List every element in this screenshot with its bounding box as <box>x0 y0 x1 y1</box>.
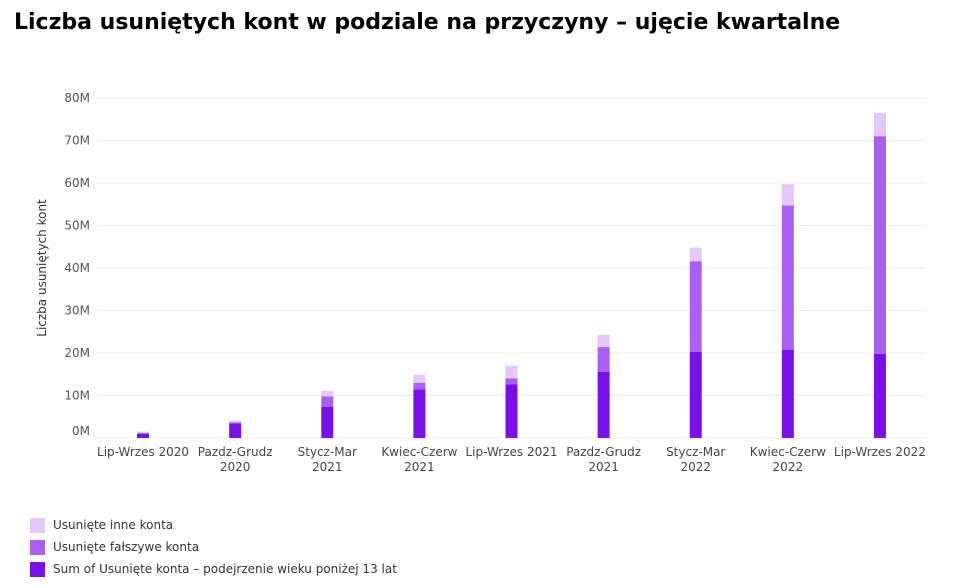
bar-segment[interactable] <box>321 396 334 407</box>
bar-segment[interactable] <box>873 353 886 438</box>
bar-segment[interactable] <box>137 431 150 433</box>
bar-segment[interactable] <box>597 347 610 372</box>
bars <box>137 112 886 438</box>
bar-segment[interactable] <box>505 378 518 385</box>
x-category-label: Pazdz-Grudz <box>566 445 641 459</box>
bar-segment[interactable] <box>597 334 610 348</box>
x-category-label: 2022 <box>680 460 711 474</box>
x-category-label: 2021 <box>404 460 435 474</box>
x-category-label: 2020 <box>220 460 251 474</box>
x-category-label: Stycz-Mar <box>298 445 357 459</box>
y-axis-ticks: 0M 10M 20M 30M 40M 50M 60M 70M 80M <box>64 91 90 438</box>
legend-label: Usunięte fałszywe konta <box>53 540 200 554</box>
y-tick-label: 0M <box>72 424 90 438</box>
bar-segment[interactable] <box>321 406 334 438</box>
legend-item[interactable]: Sum of Usunięte konta – podejrzenie wiek… <box>30 558 397 580</box>
bar-segment[interactable] <box>689 261 702 352</box>
y-tick-label: 70M <box>64 134 90 148</box>
bar-segment[interactable] <box>137 432 150 434</box>
legend-item[interactable]: Usunięte fałszywe konta <box>30 536 397 558</box>
bar-segment[interactable] <box>689 351 702 438</box>
bar-segment[interactable] <box>413 382 426 390</box>
x-category-label: Kwiec-Czerw <box>381 445 457 459</box>
legend-swatch <box>30 517 45 533</box>
y-tick-label: 20M <box>64 346 90 360</box>
chart-title: Liczba usuniętych kont w podziale na prz… <box>14 10 841 35</box>
bar-segment[interactable] <box>873 136 886 354</box>
legend-swatch <box>30 539 45 555</box>
bar-segment[interactable] <box>137 433 150 438</box>
bar-segment[interactable] <box>781 350 794 438</box>
x-category-label: Kwiec-Czerw <box>750 445 826 459</box>
bar-segment[interactable] <box>229 420 242 423</box>
bar-segment[interactable] <box>505 384 518 438</box>
bar-segment[interactable] <box>505 365 518 379</box>
x-category-label: Lip-Wrzes 2022 <box>834 445 926 459</box>
bar-segment[interactable] <box>229 423 242 438</box>
x-category-label: 2021 <box>312 460 343 474</box>
x-category-label: Lip-Wrzes 2021 <box>465 445 557 459</box>
y-tick-label: 40M <box>64 261 90 275</box>
legend-item[interactable]: Usunięte inne konta <box>30 514 397 536</box>
bar-segment[interactable] <box>597 371 610 438</box>
y-tick-label: 30M <box>64 304 90 318</box>
x-category-label: 2021 <box>588 460 619 474</box>
x-category-label: Lip-Wrzes 2020 <box>97 445 189 459</box>
x-category-label: Pazdz-Grudz <box>198 445 273 459</box>
y-tick-label: 80M <box>64 91 90 105</box>
bar-segment[interactable] <box>781 205 794 351</box>
y-axis-label: Liczba usuniętych kont <box>35 199 49 337</box>
bar-segment[interactable] <box>229 422 242 424</box>
legend: Usunięte inne konta Usunięte fałszywe kon… <box>30 514 397 580</box>
bar-segment[interactable] <box>413 389 426 438</box>
bar-segment[interactable] <box>873 112 886 137</box>
legend-label: Sum of Usunięte konta – podejrzenie wiek… <box>53 562 397 576</box>
x-category-label: 2022 <box>773 460 804 474</box>
bar-segment[interactable] <box>321 390 334 397</box>
y-tick-label: 60M <box>64 176 90 190</box>
legend-label: Usunięte inne konta <box>53 518 174 532</box>
bar-segment[interactable] <box>781 184 794 206</box>
bar-segment[interactable] <box>413 374 426 383</box>
bar-segment[interactable] <box>689 247 702 262</box>
y-tick-label: 10M <box>64 389 90 403</box>
legend-swatch <box>30 561 45 577</box>
y-tick-label: 50M <box>64 219 90 233</box>
x-category-label: Stycz-Mar <box>666 445 725 459</box>
x-axis-categories: Lip-Wrzes 2020 Pazdz-Grudz2020Stycz-Mar20… <box>97 445 926 474</box>
